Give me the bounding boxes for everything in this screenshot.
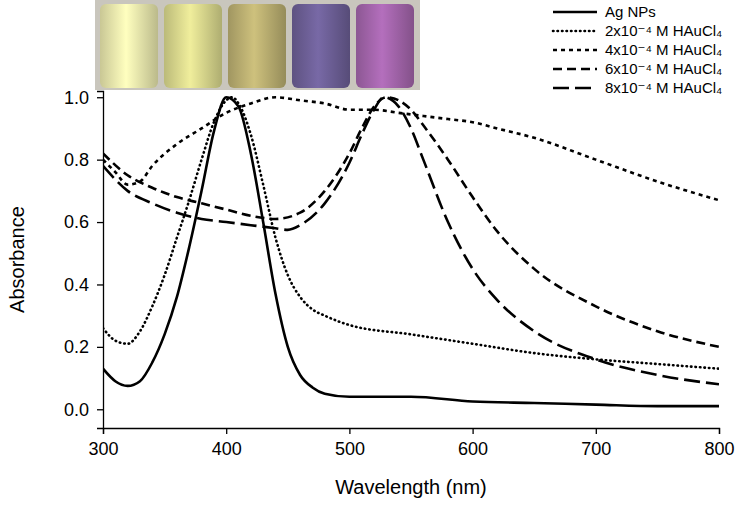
x-tick-mark	[719, 428, 720, 434]
x-tick: 300	[88, 428, 118, 459]
vial-photo	[95, 0, 420, 90]
legend-swatch	[553, 11, 597, 14]
x-tick-mark	[472, 428, 473, 434]
y-tick-mark	[97, 347, 103, 348]
y-tick: 0.0	[64, 400, 103, 420]
x-tick-label: 300	[88, 439, 118, 459]
x-tick-label: 400	[212, 439, 242, 459]
x-tick-label: 700	[581, 439, 611, 459]
y-tick-label: 0.4	[64, 275, 89, 295]
photo-background	[95, 0, 420, 90]
legend-label: 4x10⁻⁴ M HAuCl₄	[605, 41, 722, 58]
x-tick-mark	[349, 428, 350, 434]
y-tick-label: 0.8	[64, 150, 89, 170]
y-tick-label: 0.0	[64, 400, 89, 420]
x-tick: 400	[212, 428, 242, 459]
y-tick: 0.8	[64, 150, 103, 170]
y-axis-line	[97, 92, 104, 429]
chart: 300 400 500 600 700 800 0.0 0.2 0.4 0.6 0.8 1.0 Wave…	[0, 0, 750, 505]
y-axis: 0.0 0.2 0.4 0.6 0.8 1.0	[64, 88, 104, 429]
series-line	[103, 97, 719, 384]
x-tick: 800	[704, 428, 734, 459]
series-line	[103, 97, 719, 347]
x-tick-mark	[226, 428, 227, 434]
y-axis-title: Absorbance	[6, 206, 28, 313]
legend-swatch	[553, 68, 597, 71]
legend-label: 8x10⁻⁴ M HAuCl₄	[605, 79, 722, 96]
sample-vial	[164, 4, 222, 88]
y-tick: 0.6	[64, 212, 103, 232]
y-tick-label: 0.2	[64, 337, 89, 357]
legend-label: 6x10⁻⁴ M HAuCl₄	[605, 60, 722, 77]
legend-swatch	[553, 30, 597, 33]
y-tick: 0.2	[64, 337, 103, 357]
x-tick: 600	[458, 428, 488, 459]
x-tick-label: 800	[704, 439, 734, 459]
series-line	[103, 97, 719, 200]
sample-vial	[228, 4, 286, 88]
legend-swatch	[553, 49, 597, 52]
y-tick-mark	[97, 159, 103, 160]
x-tick: 700	[581, 428, 611, 459]
x-tick-label: 500	[335, 439, 365, 459]
legend-label: 2x10⁻⁴ M HAuCl₄	[605, 22, 722, 39]
series-line	[103, 97, 719, 406]
legend: Ag NPs 2x10⁻⁴ M HAuCl₄ 4x10⁻⁴ M HAuCl₄ 6x10…	[553, 3, 722, 96]
legend-swatch	[553, 87, 597, 90]
sample-vial	[356, 4, 414, 88]
x-axis-line	[104, 429, 720, 435]
y-tick: 1.0	[64, 88, 103, 108]
y-tick-label: 1.0	[64, 88, 89, 108]
series-line	[103, 97, 719, 368]
x-tick-mark	[596, 428, 597, 434]
lines	[103, 97, 719, 406]
x-axis: 300 400 500 600 700 800	[88, 428, 734, 459]
y-tick-label: 0.6	[64, 212, 89, 232]
y-tick-mark	[97, 409, 103, 410]
x-tick-label: 600	[458, 439, 488, 459]
y-tick-mark	[97, 222, 103, 223]
x-tick: 500	[335, 428, 365, 459]
y-tick-mark	[97, 97, 103, 98]
sample-vial	[292, 4, 350, 88]
sample-vial	[100, 4, 158, 88]
legend-label: Ag NPs	[605, 3, 656, 20]
x-axis-title: Wavelength (nm)	[335, 476, 487, 498]
y-tick: 0.4	[64, 275, 103, 295]
y-tick-mark	[97, 284, 103, 285]
